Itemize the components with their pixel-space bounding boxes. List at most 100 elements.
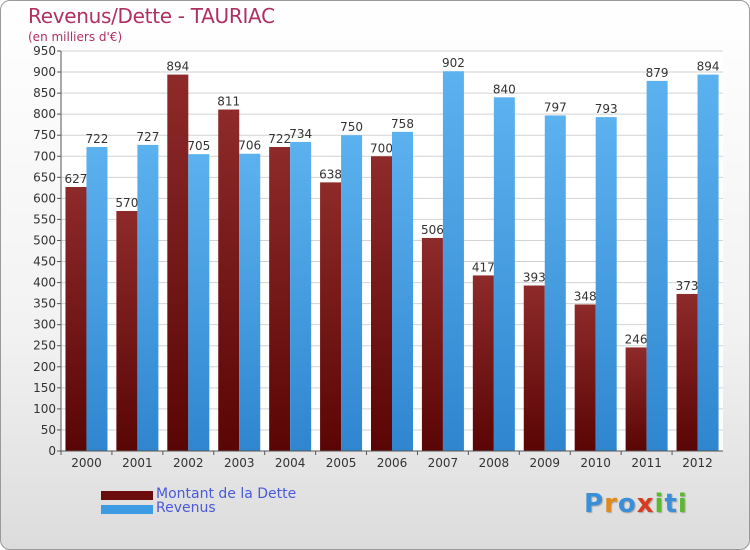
x-tick-label: 2005 bbox=[326, 456, 357, 470]
data-label-revenus: 840 bbox=[493, 82, 516, 96]
x-tick-label: 2009 bbox=[529, 456, 560, 470]
data-label-revenus: 734 bbox=[289, 127, 312, 141]
y-tick-label: 100 bbox=[33, 402, 56, 416]
bar-revenus bbox=[341, 135, 363, 452]
data-label-dette: 570 bbox=[115, 196, 138, 210]
data-label-revenus: 793 bbox=[595, 102, 618, 116]
y-tick-label: 800 bbox=[33, 107, 56, 121]
y-tick-label: 350 bbox=[33, 297, 56, 311]
bar-dette bbox=[574, 304, 596, 451]
data-label-revenus: 902 bbox=[442, 56, 465, 70]
logo-letter: x bbox=[636, 489, 655, 519]
bar-revenus bbox=[646, 80, 668, 451]
chart-title: Revenus/Dette - TAURIAC bbox=[28, 4, 275, 28]
y-tick-label: 600 bbox=[33, 191, 56, 205]
legend-swatch-revenus bbox=[101, 505, 153, 514]
y-tick-label: 200 bbox=[33, 360, 56, 374]
bar-dette bbox=[472, 275, 494, 451]
x-tick-label: 2002 bbox=[173, 456, 204, 470]
bar-revenus bbox=[137, 144, 159, 452]
proxiti-logo: Proxiti bbox=[584, 489, 688, 519]
data-label-revenus: 758 bbox=[391, 117, 414, 131]
y-tick-label: 450 bbox=[33, 255, 56, 269]
data-label-revenus: 797 bbox=[544, 100, 567, 114]
y-tick-label: 400 bbox=[33, 276, 56, 290]
x-tick-label: 2010 bbox=[580, 456, 611, 470]
data-label-revenus: 879 bbox=[646, 66, 669, 80]
bar-revenus bbox=[697, 74, 719, 451]
bar-revenus bbox=[544, 115, 566, 451]
legend-swatch-dette bbox=[101, 491, 153, 500]
x-tick-label: 2007 bbox=[428, 456, 459, 470]
bar-dette bbox=[320, 182, 342, 452]
x-tick-label: 2011 bbox=[631, 456, 662, 470]
data-label-revenus: 722 bbox=[86, 132, 109, 146]
data-label-dette: 417 bbox=[472, 260, 495, 274]
data-label-dette: 506 bbox=[421, 223, 444, 237]
bar-dette bbox=[269, 147, 291, 451]
data-label-dette: 722 bbox=[268, 132, 291, 146]
bar-revenus bbox=[442, 71, 464, 452]
data-label-dette: 811 bbox=[217, 95, 240, 109]
y-tick-label: 300 bbox=[33, 318, 56, 332]
data-label-dette: 393 bbox=[523, 271, 546, 285]
chart-subtitle: (en milliers d'€) bbox=[28, 30, 123, 44]
data-label-revenus: 894 bbox=[697, 60, 720, 74]
x-tick-label: 2004 bbox=[275, 456, 306, 470]
y-tick-label: 700 bbox=[33, 149, 56, 163]
x-tick-label: 2003 bbox=[224, 456, 255, 470]
y-tick-label: 950 bbox=[33, 44, 56, 58]
bar-dette bbox=[676, 293, 698, 451]
bar-revenus bbox=[86, 147, 108, 451]
x-tick-label: 2000 bbox=[71, 456, 102, 470]
data-label-revenus: 705 bbox=[187, 139, 210, 153]
logo-letter: i bbox=[677, 489, 688, 519]
logo-letter: i bbox=[654, 489, 665, 519]
data-label-dette: 373 bbox=[676, 279, 699, 293]
x-tick-label: 2012 bbox=[682, 456, 713, 470]
data-label-dette: 638 bbox=[319, 167, 342, 181]
legend-label-revenus: Revenus bbox=[156, 500, 216, 516]
data-label-revenus: 727 bbox=[136, 130, 159, 144]
y-tick-label: 50 bbox=[41, 423, 56, 437]
bar-dette bbox=[218, 109, 240, 452]
logo-letter: o bbox=[617, 489, 637, 519]
bar-dette bbox=[523, 285, 545, 451]
bar-revenus bbox=[188, 154, 210, 451]
data-label-dette: 627 bbox=[65, 172, 88, 186]
y-tick-label: 750 bbox=[33, 128, 56, 142]
bar-dette bbox=[65, 187, 87, 451]
y-tick-label: 0 bbox=[48, 444, 56, 458]
bar-dette bbox=[116, 211, 138, 451]
y-tick-label: 150 bbox=[33, 381, 56, 395]
data-label-dette: 348 bbox=[574, 289, 597, 303]
bar-dette bbox=[625, 347, 647, 451]
y-tick-label: 900 bbox=[33, 65, 56, 79]
data-label-revenus: 706 bbox=[238, 139, 261, 153]
bar-revenus bbox=[493, 97, 515, 451]
bar-dette bbox=[167, 74, 189, 451]
data-label-dette: 700 bbox=[370, 141, 393, 155]
bar-revenus bbox=[595, 117, 617, 452]
data-label-dette: 246 bbox=[625, 332, 648, 346]
x-tick-label: 2001 bbox=[122, 456, 153, 470]
data-label-dette: 894 bbox=[166, 60, 189, 74]
y-tick-label: 650 bbox=[33, 170, 56, 184]
bar-dette bbox=[371, 156, 392, 451]
legend-label-dette: Montant de la Dette bbox=[156, 486, 297, 502]
x-tick-label: 2006 bbox=[377, 456, 408, 470]
y-tick-label: 850 bbox=[33, 86, 56, 100]
logo-letter: P bbox=[584, 489, 605, 519]
y-tick-label: 250 bbox=[33, 339, 56, 353]
data-label-revenus: 750 bbox=[340, 120, 363, 134]
bar-dette bbox=[421, 237, 443, 451]
bar-revenus bbox=[239, 153, 261, 451]
y-tick-label: 500 bbox=[33, 233, 56, 247]
x-tick-label: 2008 bbox=[479, 456, 510, 470]
bar-revenus bbox=[392, 131, 413, 451]
bar-revenus bbox=[290, 141, 312, 451]
logo-letter: t bbox=[664, 489, 678, 519]
y-tick-label: 550 bbox=[33, 212, 56, 226]
